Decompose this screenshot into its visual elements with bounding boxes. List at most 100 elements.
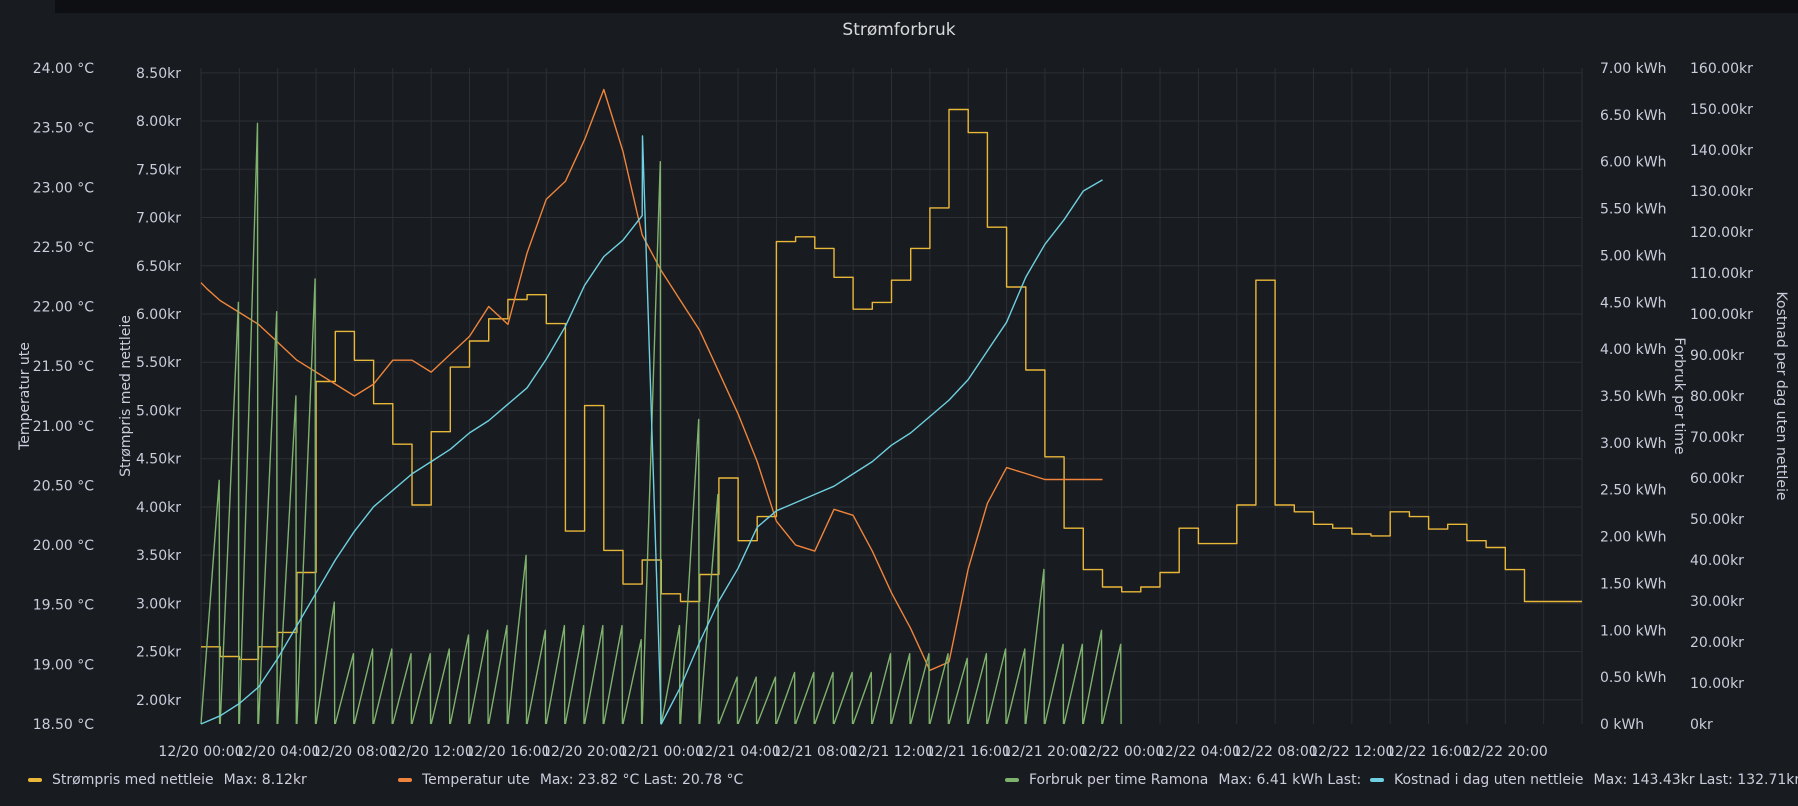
axis-title-cost: Kostnad per dag uten nettleie [1773, 292, 1789, 501]
y-tick-label-temp: 23.50 °C [33, 121, 95, 137]
y-tick-label-temp: 22.00 °C [33, 300, 95, 316]
y-tick-label-kwh: 6.50 kWh [1600, 108, 1666, 124]
y-tick-label-kwh: 2.00 kWh [1600, 530, 1666, 546]
legend-item-price[interactable]: Strømpris med nettleie Max: 8.12kr [28, 772, 317, 788]
y-tick-label-temp: 24.00 °C [33, 61, 95, 77]
axis-title-price: Strømpris med nettleie [118, 315, 134, 477]
axis-title-temp: Temperatur ute [17, 342, 33, 451]
x-tick-label: 12/20 08:00 [312, 744, 397, 760]
y-tick-label-kwh: 7.00 kWh [1600, 61, 1666, 77]
y-tick-label-kwh: 4.50 kWh [1600, 295, 1666, 311]
x-tick-label: 12/22 20:00 [1463, 744, 1548, 760]
legend-stats: Max: 6.41 kWh Last: [1218, 772, 1362, 788]
x-tick-label: 12/22 16:00 [1386, 744, 1471, 760]
y-tick-label-price: 4.50kr [136, 452, 181, 468]
y-tick-label-kwh: 3.00 kWh [1600, 436, 1666, 452]
legend: Strømpris med nettleie Max: 8.12kr Tempe… [28, 772, 1798, 796]
legend-swatch-price [28, 778, 42, 782]
x-tick-label: 12/20 00:00 [158, 744, 243, 760]
legend-swatch-cost [1370, 778, 1384, 782]
y-tick-label-price: 5.50kr [136, 355, 181, 371]
legend-item-cost[interactable]: Kostnad i dag uten nettleie Max: 143.43k… [1370, 772, 1798, 788]
y-tick-label-cost: 150.00kr [1690, 102, 1753, 118]
legend-swatch-temperature [398, 778, 412, 782]
legend-name: Forbruk per time Ramona [1029, 772, 1209, 788]
y-tick-label-cost: 140.00kr [1690, 143, 1753, 159]
x-tick-label: 12/20 20:00 [542, 744, 627, 760]
x-tick-label: 12/22 04:00 [1156, 744, 1241, 760]
y-tick-label-cost: 10.00kr [1690, 676, 1744, 692]
y-tick-label-kwh: 3.50 kWh [1600, 389, 1666, 405]
y-tick-label-cost: 50.00kr [1690, 512, 1744, 528]
legend-swatch-consumption [1005, 778, 1019, 782]
series-line-2 [200, 122, 1122, 725]
y-tick-label-price: 3.50kr [136, 548, 181, 564]
y-tick-label-cost: 80.00kr [1690, 389, 1744, 405]
y-tick-label-cost: 110.00kr [1690, 266, 1753, 282]
y-tick-label-kwh: 5.50 kWh [1600, 202, 1666, 218]
x-tick-label: 12/21 08:00 [772, 744, 857, 760]
legend-stats: Max: 23.82 °C Last: 20.78 °C [539, 772, 744, 788]
y-tick-label-cost: 130.00kr [1690, 184, 1753, 200]
x-tick-label: 12/21 20:00 [1002, 744, 1087, 760]
y-tick-label-kwh: 1.00 kWh [1600, 623, 1666, 639]
y-tick-label-price: 6.00kr [136, 307, 181, 323]
legend-item-consumption[interactable]: Forbruk per time Ramona Max: 6.41 kWh La… [1005, 772, 1371, 788]
legend-name: Temperatur ute [422, 772, 530, 788]
series-line-3 [200, 135, 1103, 725]
legend-item-temperature[interactable]: Temperatur ute Max: 23.82 °C Last: 20.78… [398, 772, 753, 788]
y-tick-label-price: 6.50kr [136, 259, 181, 275]
y-tick-label-cost: 70.00kr [1690, 430, 1744, 446]
y-tick-label-cost: 90.00kr [1690, 348, 1744, 364]
y-tick-label-cost: 40.00kr [1690, 553, 1744, 569]
y-tick-label-kwh: 5.00 kWh [1600, 248, 1666, 264]
y-tick-label-kwh: 0 kWh [1600, 717, 1644, 733]
legend-stats: Max: 8.12kr [223, 772, 307, 788]
y-tick-label-cost: 0kr [1690, 717, 1713, 733]
y-tick-label-price: 7.00kr [136, 211, 181, 227]
y-tick-label-price: 8.00kr [136, 114, 181, 130]
y-tick-label-price: 3.00kr [136, 596, 181, 612]
y-tick-label-kwh: 2.50 kWh [1600, 483, 1666, 499]
x-tick-label: 12/22 00:00 [1079, 744, 1164, 760]
y-tick-label-kwh: 1.50 kWh [1600, 576, 1666, 592]
x-tick-label: 12/21 16:00 [926, 744, 1011, 760]
x-tick-label: 12/21 00:00 [619, 744, 704, 760]
chart-series [200, 88, 1582, 725]
series-line-1 [200, 88, 1103, 671]
x-tick-label: 12/22 12:00 [1309, 744, 1394, 760]
x-tick-label: 12/20 04:00 [235, 744, 320, 760]
legend-name: Kostnad i dag uten nettleie [1394, 772, 1584, 788]
y-tick-label-temp: 22.50 °C [33, 240, 95, 256]
y-tick-label-cost: 20.00kr [1690, 635, 1744, 651]
y-tick-label-temp: 20.00 °C [33, 538, 95, 554]
axis-title-kwh: Forbruk per time [1671, 337, 1687, 454]
y-tick-label-price: 2.50kr [136, 645, 181, 661]
y-tick-label-kwh: 0.50 kWh [1600, 670, 1666, 686]
y-tick-label-price: 8.50kr [136, 66, 181, 82]
y-tick-label-cost: 100.00kr [1690, 307, 1753, 323]
y-tick-label-cost: 30.00kr [1690, 594, 1744, 610]
y-tick-label-cost: 120.00kr [1690, 225, 1753, 241]
series-line-0 [201, 108, 1582, 661]
y-tick-label-temp: 21.00 °C [33, 419, 95, 435]
x-tick-label: 12/21 04:00 [695, 744, 780, 760]
y-tick-label-temp: 19.00 °C [33, 657, 95, 673]
x-tick-label: 12/20 16:00 [465, 744, 550, 760]
y-tick-label-temp: 19.50 °C [33, 598, 95, 614]
x-tick-label: 12/22 08:00 [1233, 744, 1318, 760]
x-tick-label: 12/21 12:00 [849, 744, 934, 760]
y-tick-label-temp: 18.50 °C [33, 717, 95, 733]
y-tick-label-temp: 23.00 °C [33, 180, 95, 196]
y-tick-label-kwh: 6.00 kWh [1600, 155, 1666, 171]
y-tick-label-temp: 21.50 °C [33, 359, 95, 375]
y-tick-label-price: 7.50kr [136, 162, 181, 178]
y-tick-label-cost: 60.00kr [1690, 471, 1744, 487]
y-tick-label-price: 2.00kr [136, 693, 181, 709]
panel-title[interactable]: Strømforbruk [842, 20, 956, 40]
legend-name: Strømpris med nettleie [52, 772, 214, 788]
x-tick-label: 12/20 12:00 [389, 744, 474, 760]
top-bar [55, 0, 1798, 13]
